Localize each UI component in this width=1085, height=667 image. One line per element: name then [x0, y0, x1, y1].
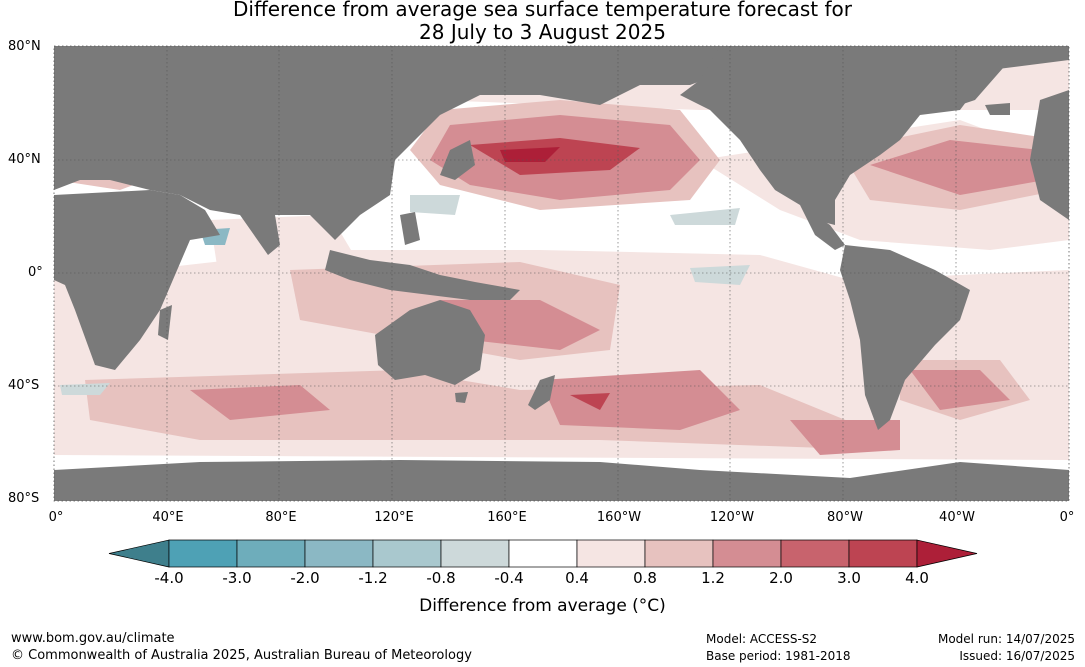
colorbar-swatch — [168, 539, 238, 568]
lon-label-120w: 120°W — [709, 510, 755, 525]
africa-land — [54, 190, 220, 370]
australia-land — [375, 300, 485, 385]
colorbar — [108, 539, 978, 568]
colorbar-swatch — [440, 539, 510, 568]
central-america-land — [800, 205, 845, 250]
new-zealand-land — [528, 375, 555, 410]
colorbar-extension-low — [108, 539, 170, 568]
south-america-land — [840, 245, 970, 430]
map-canvas — [54, 46, 1069, 501]
lat-label-40s: 40°S — [8, 378, 40, 393]
lat-label-equator: 0° — [28, 265, 43, 280]
colorbar-tick-label: -3.0 — [222, 569, 252, 587]
colorbar-swatch — [236, 539, 306, 568]
antarctica-land — [54, 460, 1069, 501]
colorbar-swatch — [372, 539, 442, 568]
colorbar-tick-label: -2.0 — [290, 569, 320, 587]
colorbar-tick-label: 0.4 — [565, 569, 589, 587]
map-frame — [53, 45, 1070, 502]
colorbar-label: Difference from average (°C) — [419, 596, 666, 616]
footer-model: Model: ACCESS-S2 — [706, 632, 818, 646]
colorbar-tick-label: -4.0 — [154, 569, 184, 587]
lon-label-80w: 80°W — [827, 510, 863, 525]
greenland-land — [915, 46, 1010, 110]
lon-label-40e: 40°E — [152, 510, 184, 525]
lon-label-160w: 160°W — [596, 510, 642, 525]
philippines-land — [400, 212, 420, 245]
map-title-line1: Difference from average sea surface temp… — [232, 0, 852, 21]
footer-copyright: © Commonwealth of Australia 2025, Austra… — [11, 648, 472, 663]
tasmania-land — [455, 392, 468, 403]
japan-land — [440, 140, 475, 180]
colorbar-tick-label: 1.2 — [701, 569, 725, 587]
colorbar-swatch — [644, 539, 714, 568]
europe-west-land — [1030, 90, 1069, 220]
madagascar-land — [158, 305, 172, 340]
map-title-line2: 28 July to 3 August 2025 — [419, 20, 666, 44]
lon-label-0-left: 0° — [48, 510, 64, 525]
iceland-land — [985, 103, 1010, 115]
colorbar-swatch — [576, 539, 646, 568]
graticule — [54, 46, 1069, 501]
colorbar-swatch — [780, 539, 850, 568]
land-masses — [54, 46, 1069, 501]
eurasia-land — [54, 46, 725, 255]
lat-label-40n: 40°N — [8, 152, 41, 167]
lat-label-80n: 80°N — [8, 39, 41, 54]
footer-issued: Issued: 16/07/2025 — [959, 649, 1075, 663]
colorbar-tick-label: -1.2 — [358, 569, 388, 587]
colorbar-tick-label: 2.0 — [769, 569, 793, 587]
lon-label-120e: 120°E — [374, 510, 414, 525]
colorbar-tick-label: -0.4 — [494, 569, 524, 587]
maritime-continent-land — [325, 250, 520, 300]
colorbar-swatch — [848, 539, 918, 568]
colorbar-swatch — [508, 539, 578, 568]
footer-base-period: Base period: 1981-2018 — [706, 649, 851, 663]
colorbar-tick-label: 3.0 — [837, 569, 861, 587]
lon-label-160e: 160°E — [487, 510, 527, 525]
colorbar-tick-label: -0.8 — [426, 569, 456, 587]
lon-label-0-right: 0° — [1059, 510, 1075, 525]
colorbar-tick-label: 0.8 — [633, 569, 657, 587]
colorbar-swatch — [712, 539, 782, 568]
footer-website: www.bom.gov.au/climate — [11, 631, 175, 646]
lat-label-80s: 80°S — [8, 491, 40, 506]
colorbar-tick-label: 4.0 — [905, 569, 929, 587]
colorbar-extension-high — [916, 539, 978, 568]
footer-model-run: Model run: 14/07/2025 — [937, 632, 1075, 646]
lon-label-80e: 80°E — [265, 510, 297, 525]
colorbar-swatch — [304, 539, 374, 568]
lon-label-40w: 40°W — [939, 510, 975, 525]
